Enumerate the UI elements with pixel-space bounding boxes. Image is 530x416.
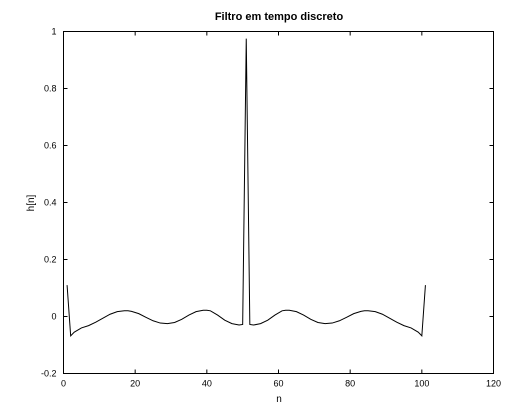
- x-axis-label: n: [276, 394, 282, 405]
- y-tick-label: 1: [51, 27, 56, 37]
- series-group: [66, 38, 426, 338]
- chart-title: Filtro em tempo discreto: [215, 11, 344, 23]
- y-tick-label: 0.4: [44, 198, 57, 208]
- axis-ticks: [63, 31, 494, 374]
- y-tick-label: 0.8: [44, 84, 57, 94]
- y-axis-label: h[n]: [26, 194, 37, 211]
- x-tick-label: 40: [202, 379, 212, 389]
- x-tick-label: 120: [486, 379, 501, 389]
- x-tick-label: 20: [130, 379, 140, 389]
- tick-labels: 0 20 40 60 80 100 120 -0.2 0 0.2 0.4 0.6 0.8 1: [41, 27, 501, 389]
- y-tick-label: 0: [51, 312, 56, 322]
- x-tick-label: 60: [273, 379, 283, 389]
- x-tick-label: 0: [61, 379, 66, 389]
- y-tick-label: -0.2: [41, 369, 57, 379]
- x-tick-label: 100: [414, 379, 429, 389]
- series-line: [66, 38, 426, 338]
- y-tick-label: 0.6: [44, 141, 57, 151]
- y-tick-label: 0.2: [44, 255, 57, 265]
- plot-frame: [63, 31, 494, 374]
- x-tick-label: 80: [345, 379, 355, 389]
